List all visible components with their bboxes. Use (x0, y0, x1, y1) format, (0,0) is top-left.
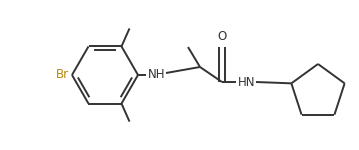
Text: HN: HN (238, 75, 256, 88)
Text: NH: NH (148, 69, 165, 81)
Text: O: O (218, 30, 227, 44)
Text: Br: Br (56, 69, 69, 81)
